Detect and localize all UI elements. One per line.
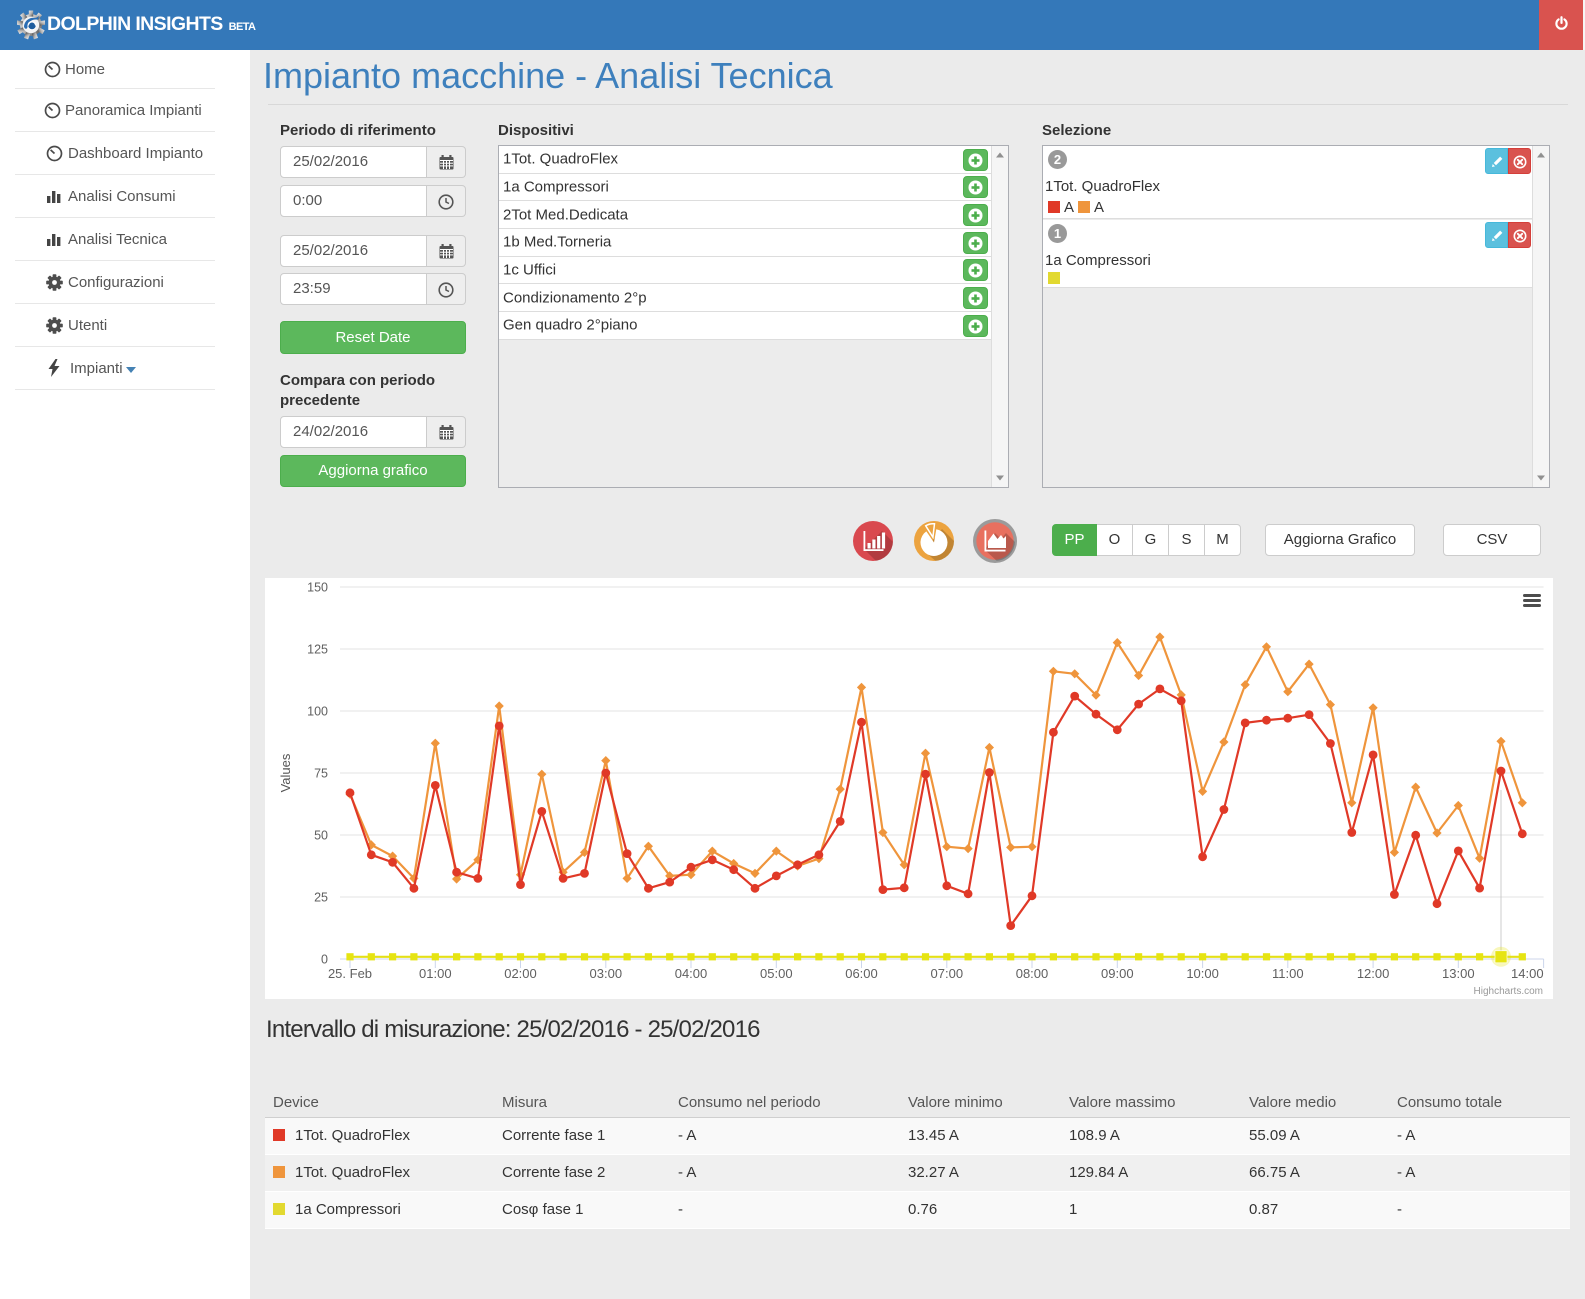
svg-text:04:00: 04:00	[675, 966, 708, 981]
svg-text:150: 150	[307, 581, 328, 595]
svg-text:09:00: 09:00	[1101, 966, 1134, 981]
svg-text:03:00: 03:00	[590, 966, 623, 981]
svg-text:05:00: 05:00	[760, 966, 793, 981]
svg-text:125: 125	[307, 643, 328, 657]
svg-text:06:00: 06:00	[845, 966, 878, 981]
svg-text:14:00: 14:00	[1511, 966, 1544, 981]
svg-text:02:00: 02:00	[504, 966, 537, 981]
svg-text:75: 75	[314, 767, 328, 781]
svg-text:Values: Values	[278, 753, 293, 792]
svg-text:Highcharts.com: Highcharts.com	[1474, 986, 1543, 997]
svg-text:10:00: 10:00	[1186, 966, 1219, 981]
svg-text:100: 100	[307, 705, 328, 719]
svg-text:01:00: 01:00	[419, 966, 452, 981]
svg-text:07:00: 07:00	[931, 966, 964, 981]
svg-text:13:00: 13:00	[1442, 966, 1475, 981]
svg-text:11:00: 11:00	[1272, 966, 1304, 981]
svg-text:0: 0	[321, 953, 328, 967]
svg-text:25: 25	[314, 891, 328, 905]
svg-text:50: 50	[314, 829, 328, 843]
svg-text:12:00: 12:00	[1357, 966, 1390, 981]
svg-text:25. Feb: 25. Feb	[328, 966, 372, 981]
svg-text:08:00: 08:00	[1016, 966, 1049, 981]
